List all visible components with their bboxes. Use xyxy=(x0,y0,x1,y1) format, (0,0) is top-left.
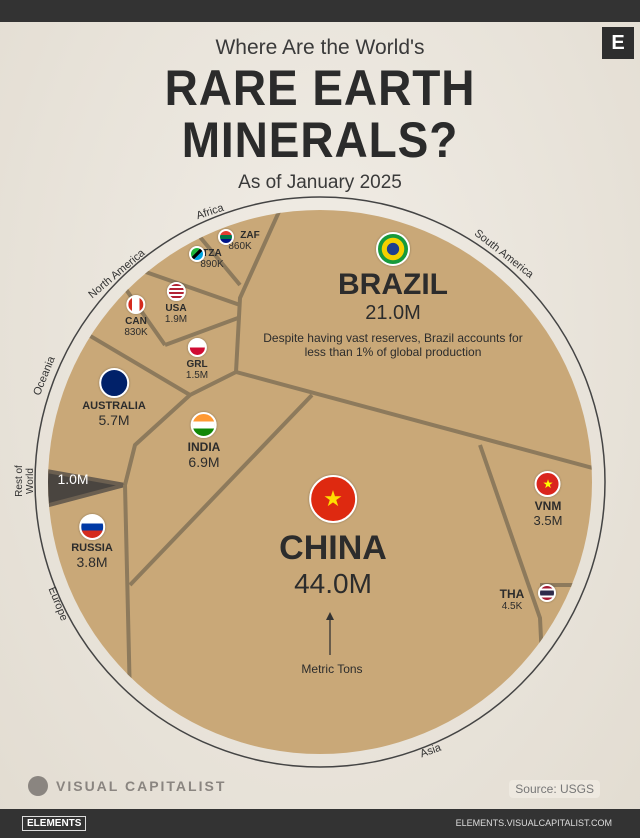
elements-badge: ELEMENTS xyxy=(22,816,87,831)
brazil-annotation: Despite having vast reserves, Brazil acc… xyxy=(263,331,523,359)
cell-usa: USA 1.9M xyxy=(165,282,187,325)
footer-url[interactable]: ELEMENTS.VISUALCAPITALIST.COM xyxy=(455,818,612,828)
cell-india: INDIA 6.9M xyxy=(187,412,221,470)
russia-flag-icon xyxy=(79,514,105,540)
unit-arrowhead xyxy=(326,612,334,620)
greenland-code: GRL xyxy=(186,359,208,370)
south-africa-flag-icon xyxy=(218,229,234,245)
brazil-code: BRAZIL xyxy=(338,268,448,301)
border-usa-grl xyxy=(164,316,239,347)
vietnam-flag-icon: ★ xyxy=(535,471,561,497)
india-value: 6.9M xyxy=(188,454,220,470)
top-bar xyxy=(0,0,640,22)
tanzania-value: 890K xyxy=(200,259,224,270)
india-flag-icon xyxy=(190,412,217,438)
greenland-flag-icon xyxy=(187,338,207,357)
border-australia-india xyxy=(123,393,192,486)
date-label: As of January 2025 xyxy=(238,172,402,193)
cell-rest-of-world xyxy=(48,466,127,512)
south-africa-value: 860K xyxy=(228,241,252,252)
china-flag-icon: ★ xyxy=(308,475,357,523)
brand-name: VISUAL CAPITALIST xyxy=(56,778,227,794)
canada-flag-icon xyxy=(126,295,146,314)
cell-brazil: BRAZIL 21.0M Despite having vast reserve… xyxy=(263,232,523,359)
border-brazil-west xyxy=(234,210,284,373)
footer-bar: ELEMENTS ELEMENTS.VISUALCAPITALIST.COM xyxy=(0,809,640,838)
border-brazil-china xyxy=(235,370,592,472)
vietnam-value: 3.5M xyxy=(533,513,563,528)
rest-of-world-value: 1.0M xyxy=(57,471,89,487)
cell-australia: AUSTRALIA 5.7M xyxy=(82,368,146,428)
visual-capitalist-icon xyxy=(28,776,48,796)
tanzania-code: TZA xyxy=(202,248,222,259)
cell-thailand: THA 4.5K xyxy=(500,587,525,612)
cell-russia: RUSSIA 3.8M xyxy=(71,514,113,570)
border-india-china xyxy=(128,393,314,587)
visual-capitalist-logo: VISUAL CAPITALIST xyxy=(28,776,226,796)
title: RARE EARTH MINERALS? xyxy=(26,62,615,166)
australia-value: 5.7M xyxy=(98,412,130,428)
unit-label: Metric Tons xyxy=(301,662,363,676)
cell-china: ★ CHINA 44.0M xyxy=(279,475,387,600)
vietnam-code: VNM xyxy=(534,499,562,513)
cell-canada: CAN 830K xyxy=(124,295,148,338)
russia-code: RUSSIA xyxy=(71,542,113,554)
brazil-flag-icon xyxy=(376,232,410,266)
subtitle-top: Where Are the World's xyxy=(215,36,425,59)
thailand-code: THA xyxy=(499,587,525,601)
border-tza-usa xyxy=(139,268,241,307)
border-russia-china xyxy=(123,484,132,701)
australia-flag-icon xyxy=(99,368,129,398)
source-label: Source: USGS xyxy=(509,780,600,798)
tanzania-flag-icon xyxy=(189,246,205,262)
china-code: CHINA xyxy=(279,529,387,567)
usa-flag-icon xyxy=(166,282,186,301)
region-rest-of-world: Rest of World xyxy=(14,465,36,497)
cell-south-africa: ZAF 860K xyxy=(220,230,259,252)
india-code: INDIA xyxy=(187,440,221,454)
canada-code: CAN xyxy=(125,316,147,327)
south-africa-code: ZAF xyxy=(240,230,260,241)
greenland-value: 1.5M xyxy=(185,370,209,381)
thailand-value: 4.5K xyxy=(501,601,523,612)
cell-greenland: GRL 1.5M xyxy=(186,338,208,381)
canada-value: 830K xyxy=(124,327,148,338)
cell-tanzania: TZA 890K xyxy=(200,248,223,270)
thailand-flag-icon xyxy=(538,584,556,602)
title-line1: RARE EARTH xyxy=(164,60,476,116)
elements-logo: E xyxy=(602,27,634,59)
brazil-value: 21.0M xyxy=(365,302,421,324)
australia-code: AUSTRALIA xyxy=(82,400,146,412)
region-bracket-arc xyxy=(34,196,606,768)
usa-value: 1.9M xyxy=(164,314,188,325)
china-value: 44.0M xyxy=(294,568,372,599)
usa-code: USA xyxy=(165,303,187,314)
title-line2: MINERALS? xyxy=(181,112,459,168)
cell-vietnam: ★ VNM 3.5M xyxy=(533,471,563,528)
russia-value: 3.8M xyxy=(76,554,108,570)
